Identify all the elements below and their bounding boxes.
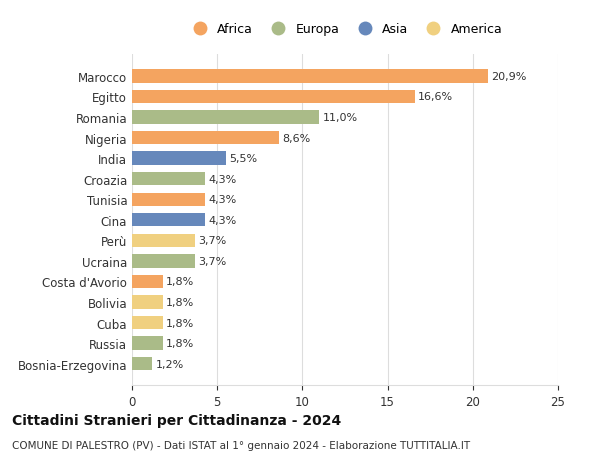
Bar [132, 255, 195, 268]
Text: 1,8%: 1,8% [166, 318, 194, 328]
Bar [132, 90, 415, 104]
Text: 1,2%: 1,2% [156, 359, 184, 369]
Bar [132, 213, 205, 227]
Text: 8,6%: 8,6% [282, 133, 310, 143]
Bar [132, 193, 205, 207]
Text: 4,3%: 4,3% [209, 195, 237, 205]
Text: COMUNE DI PALESTRO (PV) - Dati ISTAT al 1° gennaio 2024 - Elaborazione TUTTITALI: COMUNE DI PALESTRO (PV) - Dati ISTAT al … [12, 440, 470, 450]
Text: 1,8%: 1,8% [166, 338, 194, 348]
Legend: Africa, Europa, Asia, America: Africa, Europa, Asia, America [182, 18, 508, 41]
Bar [132, 337, 163, 350]
Bar [132, 70, 488, 84]
Text: 11,0%: 11,0% [323, 113, 358, 123]
Bar [132, 316, 163, 330]
Bar [132, 111, 319, 124]
Text: Cittadini Stranieri per Cittadinanza - 2024: Cittadini Stranieri per Cittadinanza - 2… [12, 413, 341, 427]
Text: 20,9%: 20,9% [491, 72, 527, 82]
Bar [132, 152, 226, 165]
Text: 3,7%: 3,7% [199, 236, 227, 246]
Bar [132, 275, 163, 289]
Text: 1,8%: 1,8% [166, 277, 194, 287]
Bar [132, 132, 278, 145]
Bar [132, 234, 195, 247]
Bar [132, 296, 163, 309]
Text: 4,3%: 4,3% [209, 174, 237, 185]
Text: 1,8%: 1,8% [166, 297, 194, 308]
Text: 3,7%: 3,7% [199, 256, 227, 266]
Bar [132, 173, 205, 186]
Bar [132, 357, 152, 370]
Text: 5,5%: 5,5% [229, 154, 257, 164]
Text: 4,3%: 4,3% [209, 215, 237, 225]
Text: 16,6%: 16,6% [418, 92, 454, 102]
